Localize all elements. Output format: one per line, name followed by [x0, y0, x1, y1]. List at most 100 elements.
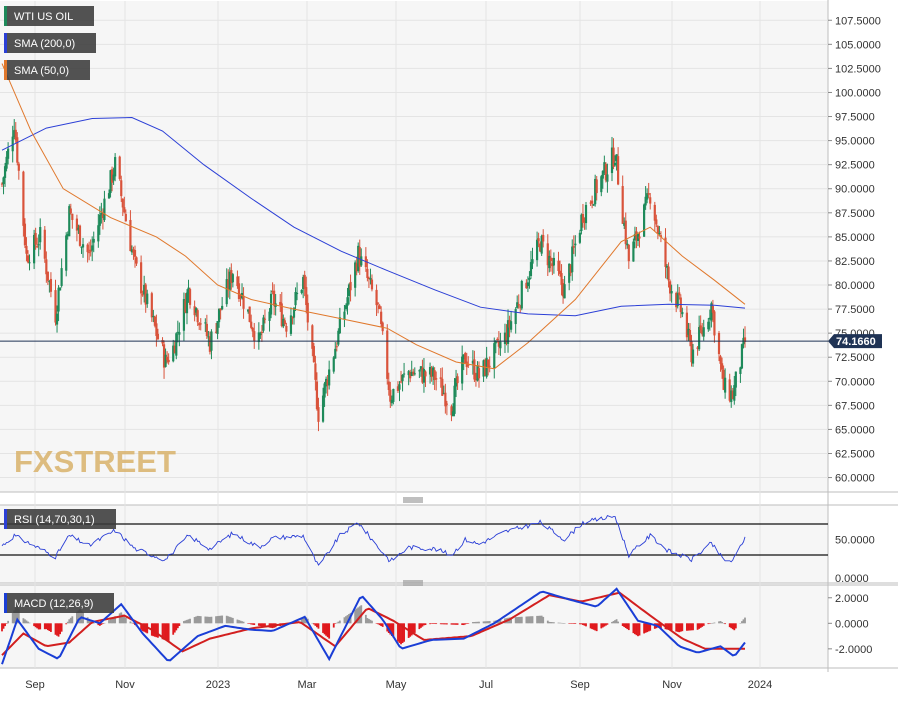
legend-macd-bg[interactable] — [4, 593, 114, 613]
candle-body — [335, 346, 338, 348]
sma-200-line — [1, 116, 746, 317]
candle — [349, 274, 352, 302]
candle — [421, 359, 424, 384]
macd-histogram-bar — [510, 617, 512, 624]
macd-histogram-bar — [253, 623, 256, 625]
legend-wti-bg[interactable] — [4, 6, 94, 26]
candle — [422, 358, 426, 393]
rsi-panel — [0, 515, 828, 566]
candle — [601, 170, 604, 189]
macd-histogram-bar — [210, 616, 213, 624]
candle — [482, 359, 485, 382]
macd-histogram-bar — [231, 617, 234, 624]
macd-histogram-bar — [424, 623, 427, 626]
candle — [237, 276, 241, 302]
candle — [337, 328, 340, 347]
macd-histogram-bar — [17, 608, 20, 624]
legend-sma200-bg[interactable] — [4, 33, 96, 53]
macd-histogram-bar — [173, 623, 176, 633]
candle-body — [141, 294, 144, 296]
macd-histogram-bar — [314, 623, 317, 626]
candle — [55, 305, 59, 333]
macd-tick-label: 0.0000 — [835, 618, 869, 630]
candle — [219, 308, 222, 320]
macd-histogram-bar — [429, 623, 431, 625]
candle-body — [338, 317, 341, 334]
legend-rsi[interactable]: RSI (14,70,30,1) — [4, 509, 116, 529]
candle-body — [285, 325, 288, 332]
candle — [739, 366, 742, 383]
candle — [445, 400, 448, 416]
candle — [407, 369, 410, 386]
candle — [435, 371, 438, 391]
macd-histogram-bar — [721, 622, 723, 624]
candle — [129, 210, 132, 252]
macd-histogram-bar — [676, 623, 679, 632]
candle — [396, 381, 400, 394]
candle-body — [407, 371, 410, 376]
candle-body — [606, 174, 609, 182]
candle-body — [493, 343, 496, 369]
candle — [208, 331, 212, 355]
candle-body — [390, 399, 393, 404]
candle — [81, 237, 85, 258]
candle-body — [594, 178, 597, 205]
candle — [167, 353, 170, 365]
candle-body — [730, 390, 733, 403]
candle — [2, 176, 5, 195]
macd-histogram-bar — [355, 608, 358, 624]
candle — [668, 279, 672, 302]
macd-histogram-bar — [473, 621, 476, 624]
macd-histogram-bar — [413, 623, 416, 633]
candle-body — [366, 268, 369, 278]
macd-histogram-bar — [678, 623, 681, 633]
macd-histogram-bar — [114, 616, 117, 624]
candle-body — [49, 278, 53, 292]
candle-body — [219, 308, 222, 311]
candle — [33, 229, 36, 270]
macd-histogram-bar — [606, 623, 609, 625]
candle-body — [98, 214, 101, 226]
candle-body — [561, 283, 565, 297]
macd-histogram-bar — [612, 621, 615, 624]
legend-rsi-bg[interactable] — [4, 509, 116, 529]
candle-body — [743, 337, 747, 342]
macd-histogram-bar — [711, 622, 714, 624]
candle-body — [216, 321, 219, 334]
legend-macd[interactable]: MACD (12,26,9) — [4, 593, 114, 613]
candle — [584, 201, 588, 230]
candle-body — [473, 359, 476, 380]
legend-wti[interactable]: WTI US OIL — [4, 6, 94, 26]
legend-sma50-bg[interactable] — [4, 60, 90, 80]
candle-body — [118, 156, 121, 179]
price-tick-label: 87.5000 — [835, 208, 875, 220]
candle-body — [451, 411, 455, 417]
candle-body — [505, 333, 508, 343]
candle-body — [633, 233, 637, 241]
candle — [188, 287, 192, 309]
axes: 60.0000 62.5000 65.0000 67.5000 70.0000 72.50… — [25, 15, 882, 691]
candle — [462, 354, 465, 371]
candle — [37, 234, 40, 257]
candle-body — [25, 245, 28, 254]
candle-body — [574, 243, 577, 246]
macd-histogram-bar — [368, 618, 370, 624]
candle — [496, 337, 499, 343]
candle-body — [152, 315, 155, 317]
candle — [43, 226, 46, 263]
candle-body — [346, 297, 349, 306]
macd-histogram-bar — [337, 621, 340, 624]
candle — [658, 225, 661, 237]
candle — [665, 264, 669, 280]
candle-body — [48, 281, 51, 283]
macd-histogram-bar — [218, 615, 220, 624]
legend-sma200[interactable]: SMA (200,0) — [4, 33, 96, 53]
candle-body — [399, 381, 403, 383]
macd-histogram-bar — [441, 623, 444, 625]
legend-sma50[interactable]: SMA (50,0) — [4, 60, 90, 80]
macd-histogram-bar — [4, 623, 6, 627]
candle — [728, 373, 731, 403]
candle-body — [571, 246, 574, 273]
macd-histogram-bar — [710, 623, 713, 624]
candle-body — [311, 325, 314, 349]
